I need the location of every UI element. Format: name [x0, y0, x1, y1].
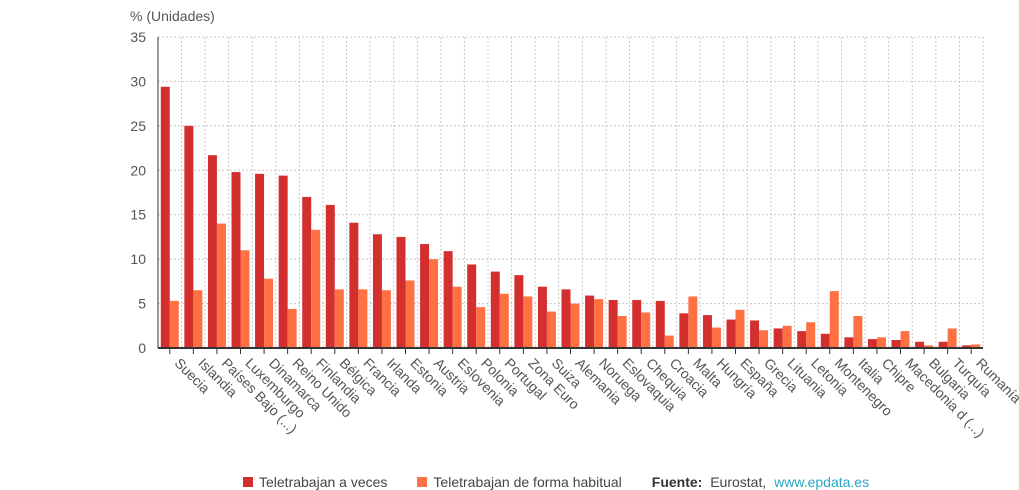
y-tick-label: 0 — [138, 340, 146, 356]
bar-a-veces[interactable] — [797, 331, 807, 348]
bar-a-veces[interactable] — [160, 86, 170, 348]
bar-habitual[interactable] — [735, 309, 745, 348]
legend: Teletrabajan a veces Teletrabajan de for… — [243, 474, 869, 490]
y-tick-label: 10 — [130, 251, 146, 267]
bar-a-veces[interactable] — [420, 244, 430, 348]
bar-a-veces[interactable] — [490, 271, 500, 348]
bar-habitual[interactable] — [924, 345, 934, 348]
legend-swatch-series2 — [417, 477, 428, 487]
bar-habitual[interactable] — [499, 293, 509, 348]
bar-a-veces[interactable] — [655, 300, 665, 348]
bar-a-veces[interactable] — [325, 204, 335, 348]
bar-habitual[interactable] — [971, 344, 981, 348]
bar-a-veces[interactable] — [773, 328, 783, 348]
bar-a-veces[interactable] — [443, 251, 453, 348]
bar-habitual[interactable] — [829, 291, 839, 348]
bar-a-veces[interactable] — [184, 125, 194, 348]
bar-habitual[interactable] — [594, 299, 604, 348]
bar-habitual[interactable] — [240, 250, 250, 348]
bar-a-veces[interactable] — [750, 320, 760, 348]
bar-habitual[interactable] — [381, 290, 391, 348]
bar-a-veces[interactable] — [585, 295, 595, 348]
bar-habitual[interactable] — [193, 290, 203, 348]
legend-item-series2[interactable]: Teletrabajan de forma habitual — [417, 474, 622, 490]
bar-a-veces[interactable] — [349, 222, 359, 348]
bar-habitual[interactable] — [264, 278, 274, 348]
y-tick-label: 5 — [138, 296, 146, 312]
y-axis-ticks: 0 5 10 15 20 25 30 35 — [130, 29, 146, 356]
source-note: Fuente: Eurostat, www.epdata.es — [652, 474, 869, 490]
bar-a-veces[interactable] — [891, 340, 901, 348]
bar-habitual[interactable] — [523, 296, 533, 348]
bar-a-veces[interactable] — [962, 345, 972, 348]
bar-habitual[interactable] — [169, 300, 179, 348]
bar-chart: % (Unidades) 0 5 10 15 20 25 30 35 SueciaIsland… — [130, 8, 1019, 440]
bar-habitual[interactable] — [617, 316, 627, 348]
source-link[interactable]: www.epdata.es — [774, 474, 870, 490]
bar-a-veces[interactable] — [207, 155, 217, 348]
bar-a-veces[interactable] — [537, 286, 547, 348]
bar-habitual[interactable] — [546, 311, 556, 348]
bar-habitual[interactable] — [429, 259, 439, 348]
bar-habitual[interactable] — [405, 280, 415, 348]
bar-habitual[interactable] — [853, 316, 863, 348]
y-axis-label: % (Unidades) — [130, 8, 215, 24]
bar-habitual[interactable] — [287, 308, 297, 348]
bar-a-veces[interactable] — [608, 300, 618, 348]
bar-a-veces[interactable] — [514, 275, 524, 348]
legend-item-series1[interactable]: Teletrabajan a veces — [243, 474, 387, 490]
bar-habitual[interactable] — [806, 322, 816, 348]
grid-lines — [157, 36, 984, 348]
bar-a-veces[interactable] — [679, 313, 689, 348]
bar-habitual[interactable] — [947, 328, 957, 348]
legend-swatch-series1 — [243, 477, 253, 487]
bar-habitual[interactable] — [876, 337, 886, 348]
bar-a-veces[interactable] — [561, 289, 571, 348]
bar-habitual[interactable] — [759, 330, 769, 348]
bar-habitual[interactable] — [311, 229, 321, 348]
bar-a-veces[interactable] — [844, 337, 854, 348]
bar-a-veces[interactable] — [632, 300, 642, 348]
bar-habitual[interactable] — [688, 296, 698, 348]
bar-a-veces[interactable] — [820, 333, 830, 348]
source-text: Eurostat, — [710, 474, 767, 490]
bar-a-veces[interactable] — [372, 234, 382, 348]
bar-habitual[interactable] — [334, 289, 344, 348]
bar-a-veces[interactable] — [255, 173, 265, 348]
bar-habitual[interactable] — [641, 312, 651, 348]
y-tick-label: 15 — [130, 207, 146, 223]
bar-a-veces[interactable] — [396, 236, 406, 348]
bar-habitual[interactable] — [711, 327, 721, 348]
bars — [160, 86, 981, 348]
bar-a-veces[interactable] — [867, 339, 877, 348]
bar-a-veces[interactable] — [726, 319, 736, 348]
legend-label-series2: Teletrabajan de forma habitual — [433, 474, 622, 490]
y-tick-label: 35 — [130, 29, 146, 45]
bar-a-veces[interactable] — [702, 315, 712, 348]
bar-habitual[interactable] — [570, 303, 580, 348]
bar-a-veces[interactable] — [278, 175, 288, 348]
bar-habitual[interactable] — [900, 331, 910, 348]
y-tick-label: 25 — [130, 118, 146, 134]
bar-a-veces[interactable] — [231, 172, 241, 348]
bar-a-veces[interactable] — [915, 341, 925, 348]
bar-habitual[interactable] — [664, 335, 674, 348]
bar-habitual[interactable] — [358, 289, 368, 348]
bar-habitual[interactable] — [782, 325, 792, 348]
bar-habitual[interactable] — [216, 223, 226, 348]
bar-a-veces[interactable] — [302, 196, 312, 348]
source-label: Fuente: — [651, 474, 703, 490]
y-tick-label: 30 — [130, 73, 146, 89]
legend-label-series1: Teletrabajan a veces — [259, 474, 388, 490]
y-tick-label: 20 — [130, 162, 146, 178]
bar-a-veces[interactable] — [938, 341, 948, 348]
bar-habitual[interactable] — [476, 307, 486, 348]
bar-habitual[interactable] — [452, 286, 462, 348]
bar-a-veces[interactable] — [467, 264, 477, 348]
